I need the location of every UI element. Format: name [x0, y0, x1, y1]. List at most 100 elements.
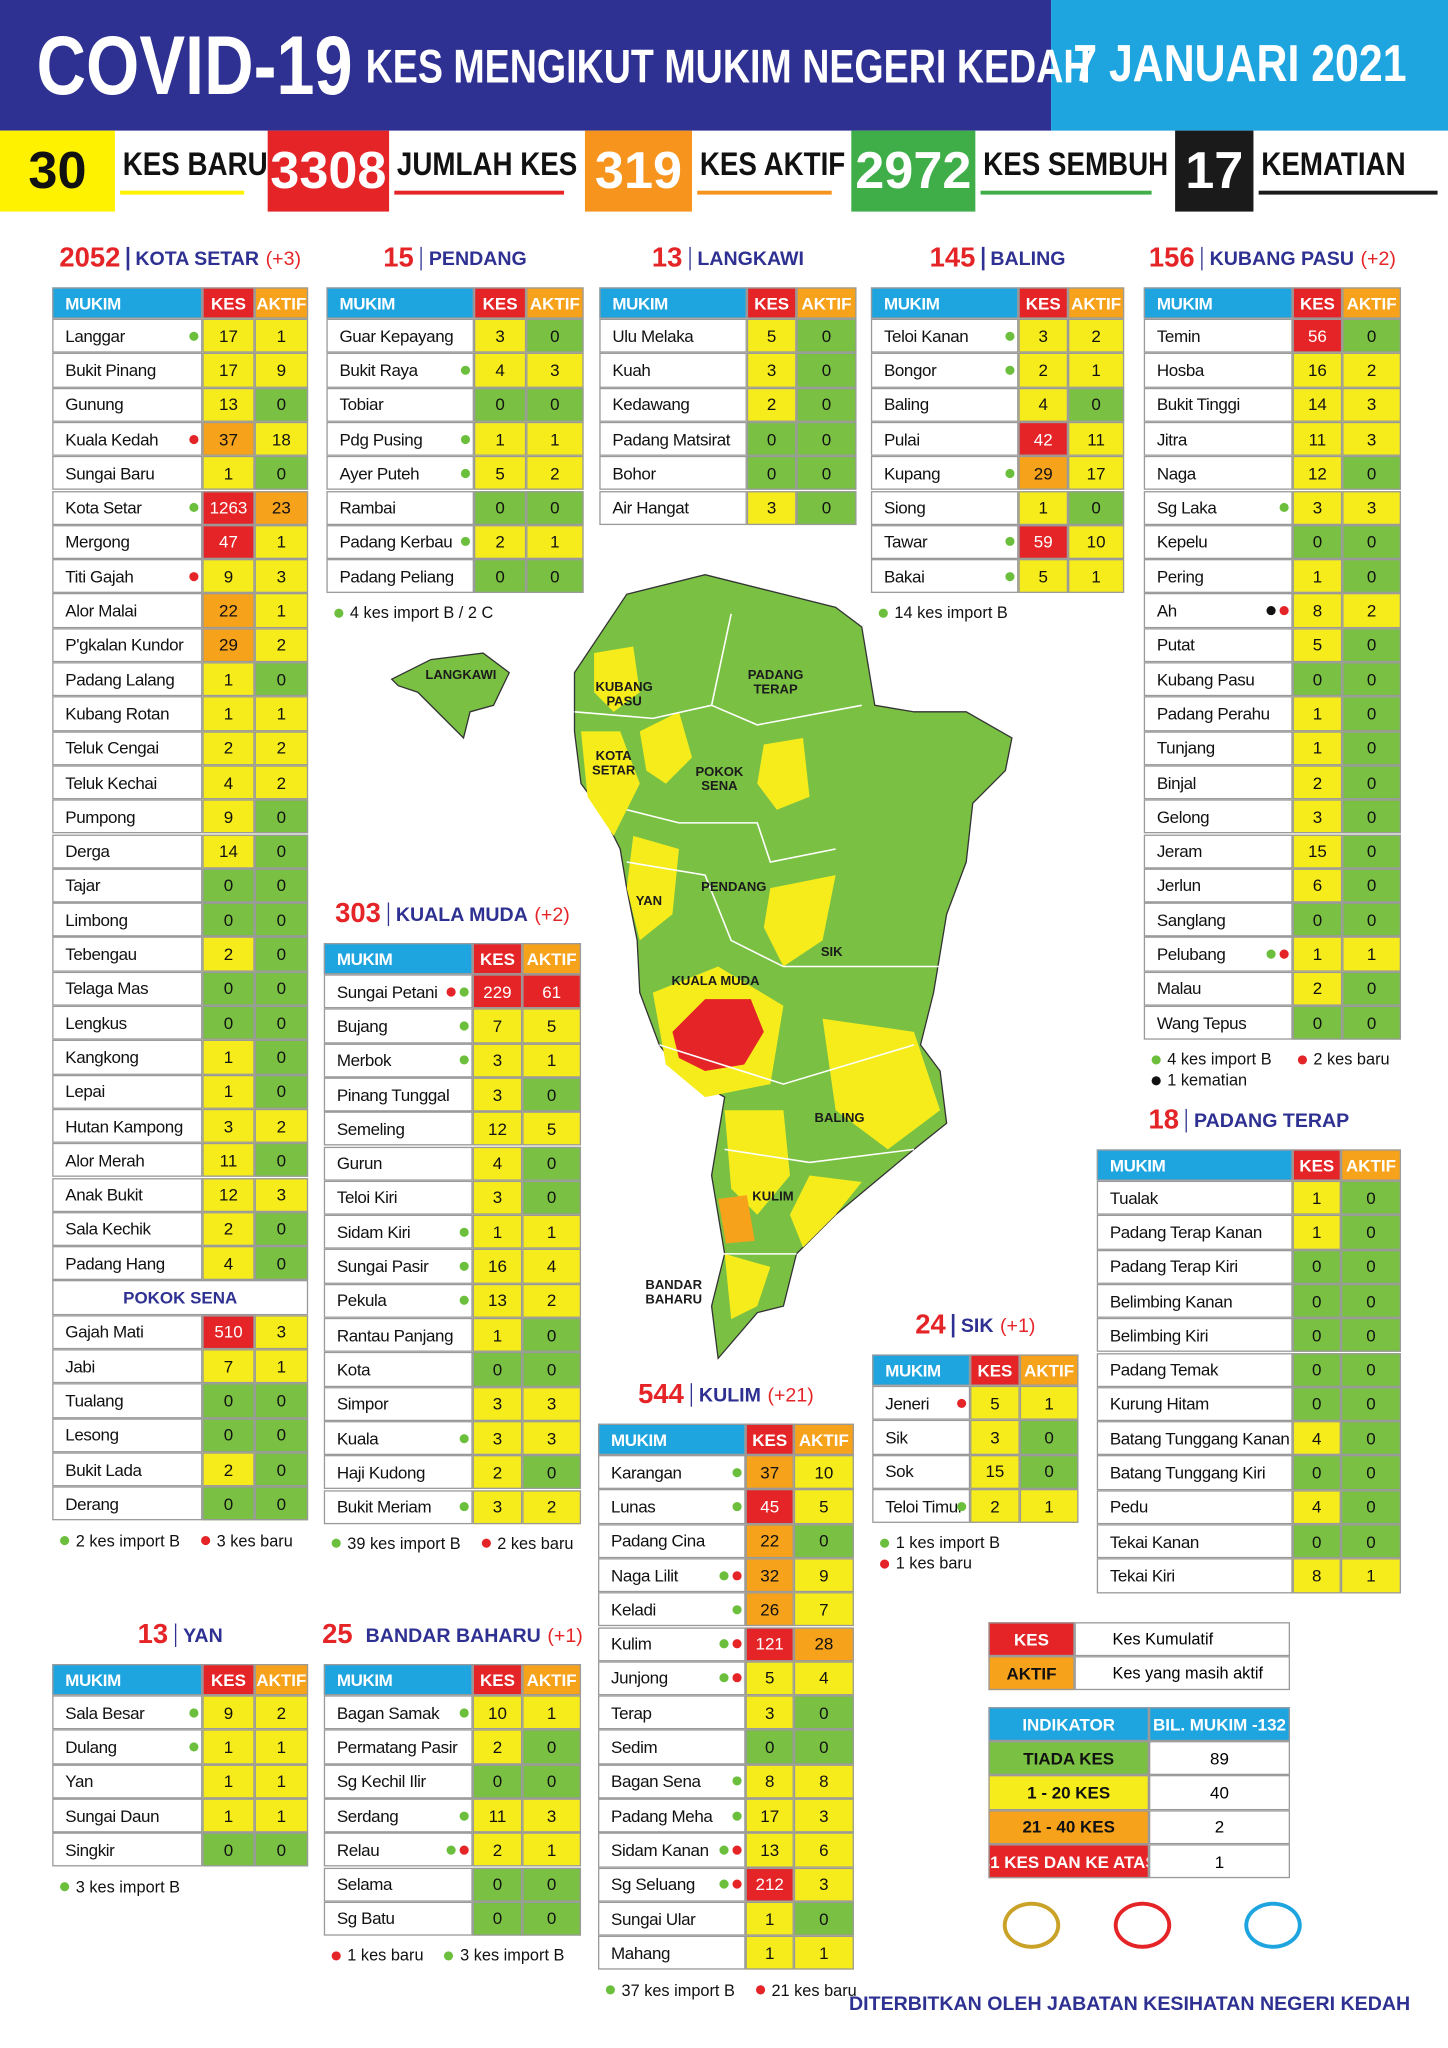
mukim-name: Yan	[52, 1764, 203, 1799]
note-text: 1 kes import B	[895, 1533, 1001, 1552]
kes-cell: 7	[202, 1349, 255, 1384]
aktif-cell: 0	[254, 902, 309, 937]
note-dot	[60, 1882, 70, 1892]
indicator-dot	[189, 1742, 199, 1752]
indicator-dot	[459, 1227, 469, 1237]
legend-key: KES	[988, 1622, 1075, 1657]
mukim-name: Pering	[1143, 559, 1293, 594]
aktif-cell: 2	[1342, 593, 1401, 628]
indicator-dot	[1005, 468, 1015, 478]
separator	[420, 246, 423, 271]
stat-label: KES SEMBUH	[983, 145, 1169, 183]
indicator-dot	[732, 1570, 742, 1580]
kes-cell: 1	[1292, 559, 1343, 594]
note-dot	[200, 1535, 211, 1546]
indicator-dot	[732, 1845, 742, 1855]
mukim-name: Sg Batu	[323, 1901, 473, 1936]
kes-cell: 5	[1292, 627, 1343, 663]
aktif-cell: 0	[1342, 524, 1401, 560]
aktif-cell: 3	[1342, 421, 1401, 457]
stat-label: JUMLAH KES	[396, 145, 578, 183]
mukim-name: Padang Meha	[598, 1798, 746, 1833]
aktif-cell: 0	[1340, 1352, 1401, 1387]
indicator-dot	[459, 1433, 469, 1443]
kes-cell: 1	[202, 662, 255, 697]
kes-cell: 3	[970, 1420, 1020, 1455]
boundary	[659, 1044, 915, 1085]
aktif-cell: 1	[1068, 353, 1125, 388]
kes-cell: 5	[1018, 559, 1069, 594]
aktif-cell: 1	[254, 593, 309, 628]
district-total: 303	[335, 898, 381, 929]
aktif-cell: 6	[793, 1832, 854, 1868]
aktif-cell: 1	[526, 421, 584, 457]
aktif-cell: 3	[522, 1420, 582, 1456]
note: 4 kes import B / 2 C	[334, 604, 493, 622]
aktif-cell: 0	[1342, 971, 1401, 1006]
district-total: 13	[137, 1619, 169, 1650]
note-text: 2 kes baru	[1313, 1050, 1390, 1069]
mukim-name: Batang Tunggang Kiri	[1096, 1455, 1293, 1490]
mukim-name: Karangan	[598, 1455, 746, 1490]
column-header: AKTIF	[522, 1663, 582, 1696]
kes-cell: 16	[472, 1249, 523, 1284]
mukim-name: Ayer Puteh	[326, 456, 474, 491]
kes-cell: 7	[472, 1008, 523, 1044]
indicator-dot	[459, 1021, 469, 1031]
aktif-cell: 0	[1340, 1318, 1401, 1353]
indicator-dot	[719, 1673, 729, 1683]
kes-cell: 1	[745, 1901, 794, 1936]
kes-cell: 2	[202, 730, 255, 766]
district-total: 24	[915, 1310, 946, 1341]
district-name: YAN	[183, 1624, 223, 1647]
note: 14 kes import B	[878, 604, 1008, 622]
kes-cell: 4	[202, 1246, 255, 1281]
map-label: POKOK SENA	[695, 765, 744, 795]
mukim-name: Air Hangat	[599, 490, 747, 525]
district-name: KUBANG PASU	[1209, 247, 1354, 270]
note-text: 2 kes import B	[75, 1531, 181, 1550]
mukim-name: Sik	[872, 1420, 971, 1455]
notes: 39 kes import B 2 kes baru	[331, 1534, 602, 1553]
mukim-name: Tobiar	[326, 387, 474, 422]
indicator-dot	[1266, 949, 1276, 959]
stat-label: KES AKTIF	[699, 145, 846, 183]
mukim-name: Sala Kechik	[52, 1211, 203, 1247]
aktif-cell: 0	[1340, 1283, 1401, 1319]
aktif-cell: 0	[1342, 696, 1401, 731]
mukim-name: Lesong	[52, 1417, 203, 1453]
boundary	[711, 704, 862, 726]
aktif-cell: 0	[1342, 765, 1401, 800]
mukim-name: Derga	[52, 833, 203, 869]
aktif-cell: 0	[1340, 1386, 1401, 1422]
kes-cell: 229	[472, 974, 523, 1009]
column-header: AKTIF	[793, 1423, 854, 1456]
notes: 14 kes import B	[878, 604, 1145, 622]
mukim-name: Kubang Rotan	[52, 696, 203, 731]
aktif-cell: 1	[1019, 1385, 1079, 1421]
aktif-cell: 5	[522, 1111, 582, 1147]
aktif-cell: 0	[254, 868, 309, 903]
kes-cell: 1	[202, 1764, 255, 1799]
mukim-name: Teloi Kanan	[870, 318, 1019, 354]
mukim-name: Padang Perahu	[1143, 696, 1293, 731]
note: 2 kes baru	[481, 1534, 573, 1553]
indicator-dot	[1005, 331, 1015, 341]
stat-value: 17	[1175, 130, 1254, 212]
aktif-cell: 3	[1342, 490, 1401, 525]
note: 1 kes baru	[880, 1555, 972, 1573]
mukim-name: Kuala Kedah	[52, 421, 203, 457]
separator	[981, 246, 984, 271]
note-dot	[605, 1985, 615, 1995]
aktif-cell: 0	[254, 1417, 309, 1453]
aktif-cell: 0	[254, 1383, 309, 1418]
indicator-dot	[446, 986, 456, 997]
boundary	[626, 861, 941, 968]
kes-cell: 1	[1292, 936, 1343, 972]
aktif-cell: 18	[254, 421, 309, 457]
kes-cell: 2	[473, 524, 527, 560]
kes-cell: 0	[1292, 662, 1343, 697]
district-title: 2052 KOTA SETAR (+3)	[52, 240, 308, 277]
note: 1 kematian	[1151, 1071, 1247, 1090]
mukim-name: Bongor	[870, 353, 1019, 388]
